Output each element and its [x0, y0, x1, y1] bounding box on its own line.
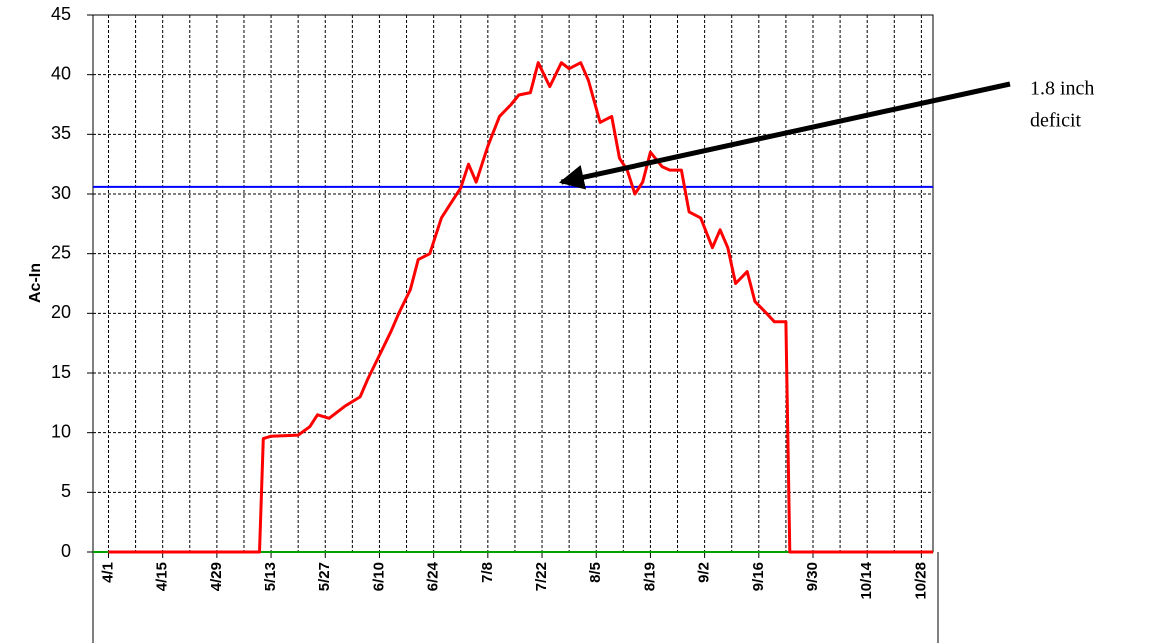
x-tick-label: 9/30 — [804, 562, 821, 591]
plot-area — [93, 15, 933, 552]
y-tick-label: 20 — [51, 302, 71, 322]
x-tick-label: 8/5 — [587, 562, 604, 583]
x-tick-label: 10/14 — [858, 561, 875, 599]
y-tick-label: 0 — [61, 541, 71, 561]
x-tick-label: 8/19 — [641, 562, 658, 591]
y-axis-label: Ac-In — [27, 263, 44, 303]
x-tick-label: 10/28 — [912, 562, 929, 600]
data-line — [108, 61, 933, 554]
annotation: 1.8 inch — [1030, 78, 1094, 100]
y-tick-label: 45 — [51, 4, 71, 24]
x-tick-label: 6/10 — [370, 562, 387, 591]
y-tick-label: 5 — [61, 481, 71, 501]
x-tick-label: 9/2 — [696, 562, 713, 583]
y-tick-label: 40 — [51, 63, 71, 83]
y-tick-label: 10 — [51, 421, 71, 441]
y-tick-label: 30 — [51, 183, 71, 203]
y-tick-label: 35 — [51, 123, 71, 143]
y-tick-label: 25 — [51, 242, 71, 262]
x-tick-label: 4/29 — [208, 562, 225, 591]
x-tick-label: 4/15 — [154, 562, 171, 591]
x-tick-label: 6/24 — [425, 561, 442, 591]
y-tick-label: 15 — [51, 362, 71, 382]
x-tick-label: 7/22 — [533, 562, 550, 591]
annotation-arrow — [558, 81, 1011, 190]
x-tick-label: 9/16 — [750, 562, 767, 591]
x-tick-label: 4/1 — [99, 562, 116, 583]
annotation: deficit — [1030, 110, 1082, 132]
x-tick-label: 7/8 — [479, 562, 496, 583]
x-tick-label: 5/27 — [316, 562, 333, 591]
x-tick-label: 5/13 — [262, 562, 279, 591]
